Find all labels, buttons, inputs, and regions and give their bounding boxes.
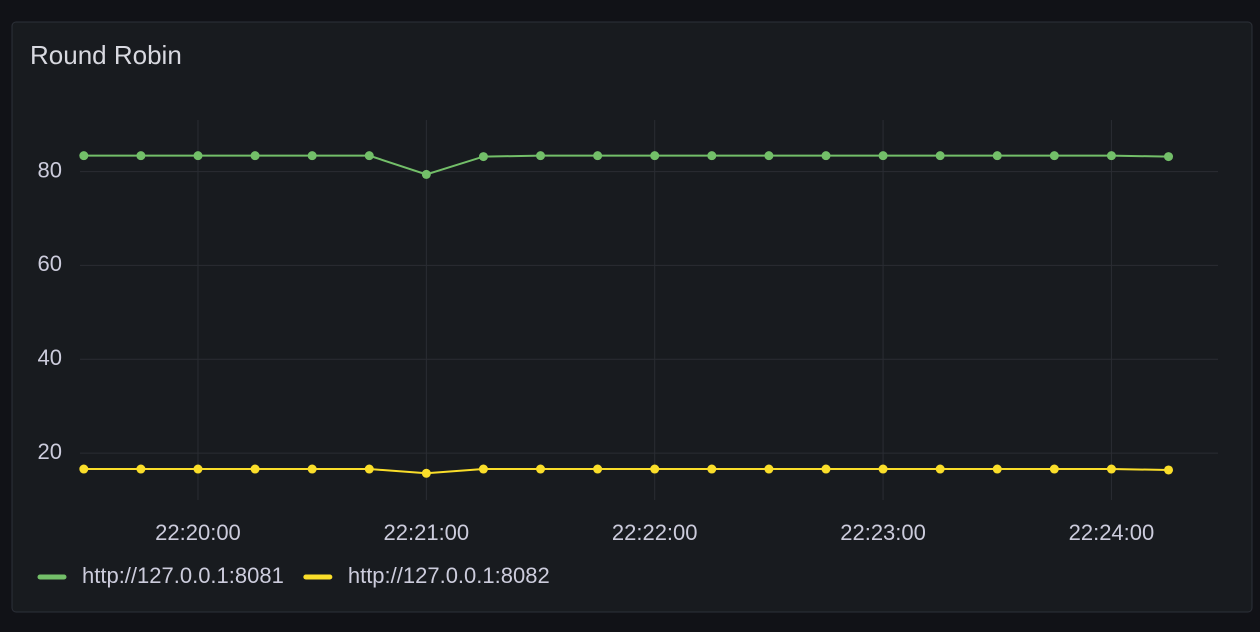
data-point	[364, 464, 374, 474]
data-point	[821, 464, 831, 474]
data-point	[1106, 464, 1116, 474]
y-tick-label: 20	[38, 439, 62, 464]
data-point	[307, 464, 317, 474]
panel-title[interactable]: Round Robin	[30, 40, 182, 70]
data-point	[136, 151, 146, 161]
legend-label[interactable]: http://127.0.0.1:8082	[348, 563, 550, 588]
data-point	[593, 464, 603, 474]
y-tick-label: 40	[38, 345, 62, 370]
data-point	[536, 151, 546, 161]
x-tick-label: 22:24:00	[1069, 520, 1155, 545]
data-point	[536, 464, 546, 474]
y-tick-label: 60	[38, 251, 62, 276]
y-tick-label: 80	[38, 157, 62, 182]
data-point	[478, 464, 488, 474]
data-point	[250, 464, 260, 474]
data-point	[764, 151, 774, 161]
x-tick-label: 22:22:00	[612, 520, 698, 545]
data-point	[935, 151, 945, 161]
series-line	[83, 154, 1169, 176]
data-point	[650, 464, 660, 474]
data-point	[1049, 151, 1059, 161]
x-tick-label: 22:23:00	[840, 520, 926, 545]
data-point	[421, 468, 431, 478]
data-point	[1164, 152, 1174, 162]
data-point	[1164, 465, 1174, 475]
data-point	[193, 151, 203, 161]
data-point	[1049, 464, 1059, 474]
data-point	[821, 151, 831, 161]
data-point	[650, 151, 660, 161]
data-point	[878, 151, 888, 161]
data-point	[193, 464, 203, 474]
data-point	[421, 169, 431, 179]
data-point	[707, 151, 717, 161]
data-point	[79, 151, 89, 161]
data-point	[593, 151, 603, 161]
data-point	[878, 464, 888, 474]
panel	[11, 21, 1253, 613]
series-line	[83, 468, 1169, 475]
x-tick-label: 22:20:00	[155, 520, 241, 545]
data-point	[136, 464, 146, 474]
data-point	[364, 151, 374, 161]
data-point	[250, 151, 260, 161]
data-point	[707, 464, 717, 474]
data-point	[764, 464, 774, 474]
x-tick-label: 22:21:00	[384, 520, 470, 545]
data-point	[935, 464, 945, 474]
data-point	[478, 152, 488, 162]
data-point	[79, 464, 89, 474]
data-point	[1106, 151, 1116, 161]
legend-label[interactable]: http://127.0.0.1:8081	[82, 563, 284, 588]
data-point	[992, 151, 1002, 161]
data-point	[992, 464, 1002, 474]
data-point	[307, 151, 317, 161]
